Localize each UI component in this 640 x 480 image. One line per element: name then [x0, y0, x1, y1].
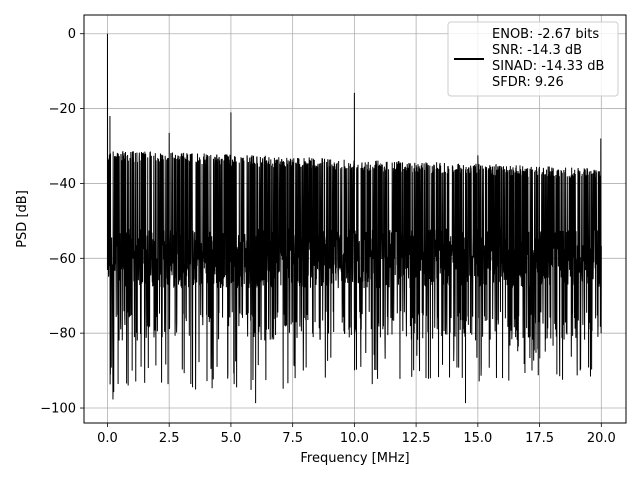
legend-entry-enob: ENOB: -2.67 bits: [492, 27, 599, 42]
x-axis-label: Frequency [MHz]: [300, 451, 409, 466]
x-tick-label: 20.0: [587, 431, 616, 446]
x-axis-ticks: 0.0 2.5 5.0 7.5 10.0 12.5 15.0 17.5 20.0: [97, 423, 616, 446]
x-tick-label: 7.5: [282, 431, 303, 446]
legend-entry-sfdr: SFDR: 9.26: [492, 75, 564, 90]
x-tick-label: 2.5: [159, 431, 180, 446]
legend-entry-snr: SNR: -14.3 dB: [492, 43, 582, 58]
y-axis-ticks: 0 −20 −40 −60 −80 −100: [40, 27, 84, 417]
x-tick-label: 10.0: [340, 431, 369, 446]
y-axis-label: PSD [dB]: [15, 190, 30, 248]
x-tick-label: 0.0: [97, 431, 118, 446]
y-tick-label: −20: [49, 102, 76, 117]
y-tick-label: 0: [68, 27, 76, 42]
x-tick-label: 5.0: [221, 431, 242, 446]
y-tick-label: −40: [49, 177, 76, 192]
legend-entry-sinad: SINAD: -14.33 dB: [492, 59, 604, 74]
legend-box: [447, 21, 619, 97]
x-tick-label: 15.0: [463, 431, 492, 446]
y-tick-label: −80: [49, 327, 76, 342]
x-tick-label: 12.5: [402, 431, 431, 446]
axes-frame: [83, 14, 627, 424]
x-tick-label: 17.5: [525, 431, 554, 446]
y-tick-label: −60: [49, 252, 76, 267]
legend: ENOB: -2.67 bits SNR: -14.3 dB SINAD: -1…: [447, 21, 619, 97]
psd-series-line: [106, 33, 602, 404]
y-tick-label: −100: [40, 402, 76, 417]
